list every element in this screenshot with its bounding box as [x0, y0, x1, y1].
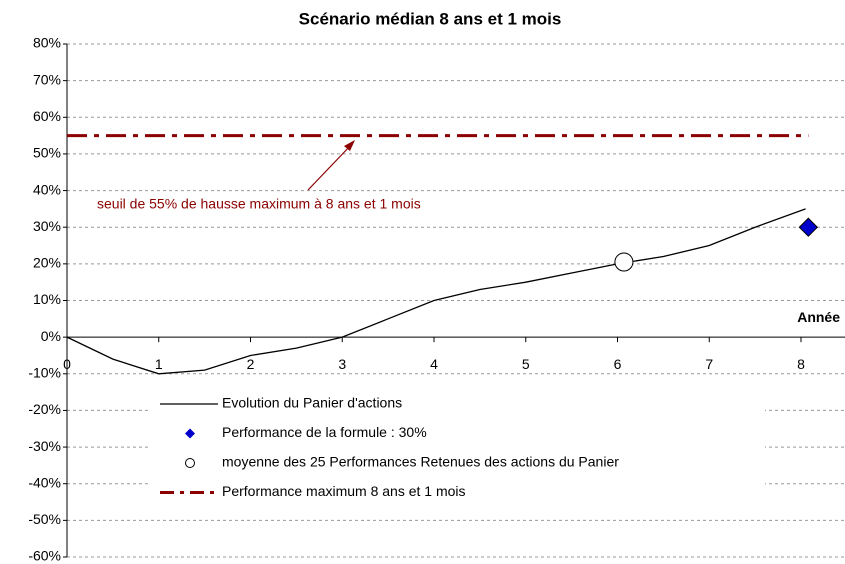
x-axis-label: Année [797, 309, 840, 325]
y-tick-label: 80% [33, 35, 61, 51]
y-tick-label: -10% [28, 364, 61, 380]
legend-label: Performance de la formule : 30% [222, 424, 427, 440]
y-tick-label: -60% [28, 548, 61, 564]
y-tick-label: -20% [28, 401, 61, 417]
y-tick-label: -50% [28, 511, 61, 527]
legend-label: Evolution du Panier d'actions [222, 395, 402, 411]
legend-label: moyenne des 25 Performances Retenues des… [222, 454, 619, 470]
legend-label: Performance maximum 8 ans et 1 mois [222, 483, 466, 499]
x-tick-label: 4 [430, 356, 438, 372]
x-tick-label: 0 [63, 356, 71, 372]
y-tick-label: 50% [33, 145, 61, 161]
x-tick-label: 8 [797, 356, 805, 372]
arrow-head [344, 140, 355, 151]
y-tick-label: -40% [28, 474, 61, 490]
y-tick-label: 0% [41, 328, 61, 344]
y-tick-label: 70% [33, 71, 61, 87]
y-tick-label: -30% [28, 438, 61, 454]
annotation: seuil de 55% de hausse maximum à 8 ans e… [97, 196, 421, 212]
y-tick-label: 20% [33, 255, 61, 271]
x-tick-label: 5 [522, 356, 530, 372]
legend-box [150, 391, 765, 505]
x-tick-label: 6 [614, 356, 622, 372]
x-tick-label: 2 [247, 356, 255, 372]
circle-marker [614, 252, 634, 272]
chart-title: Scénario médian 8 ans et 1 mois [299, 9, 562, 28]
legend-swatch [185, 428, 195, 439]
y-tick-label: 40% [33, 181, 61, 197]
y-tick-label: 60% [33, 108, 61, 124]
x-tick-label: 3 [338, 356, 346, 372]
diamond-marker [798, 217, 819, 237]
legend-swatch [185, 458, 195, 468]
y-tick-label: 10% [33, 291, 61, 307]
x-tick-label: 7 [705, 356, 713, 372]
x-tick-label: 1 [155, 356, 163, 372]
line-series [66, 208, 806, 375]
annotation-arrow [307, 143, 353, 191]
y-tick-label: 30% [33, 218, 61, 234]
